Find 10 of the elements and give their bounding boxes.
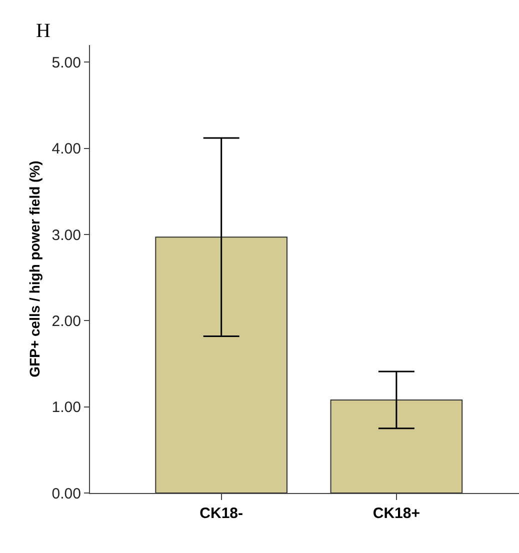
y-tick-label: 5.00 bbox=[52, 54, 81, 72]
y-axis-title: GFP+ cells / high power field (%) bbox=[26, 160, 42, 378]
x-tick-label: CK18- bbox=[200, 505, 244, 522]
y-tick-label: 4.00 bbox=[52, 140, 81, 158]
x-tick-label: CK18+ bbox=[372, 505, 420, 522]
y-tick-label: 3.00 bbox=[52, 226, 81, 244]
y-tick-label: 0.00 bbox=[52, 485, 81, 502]
y-tick-label: 1.00 bbox=[52, 399, 81, 416]
y-tick-label: 2.00 bbox=[52, 312, 81, 330]
text: H bbox=[36, 20, 50, 42]
